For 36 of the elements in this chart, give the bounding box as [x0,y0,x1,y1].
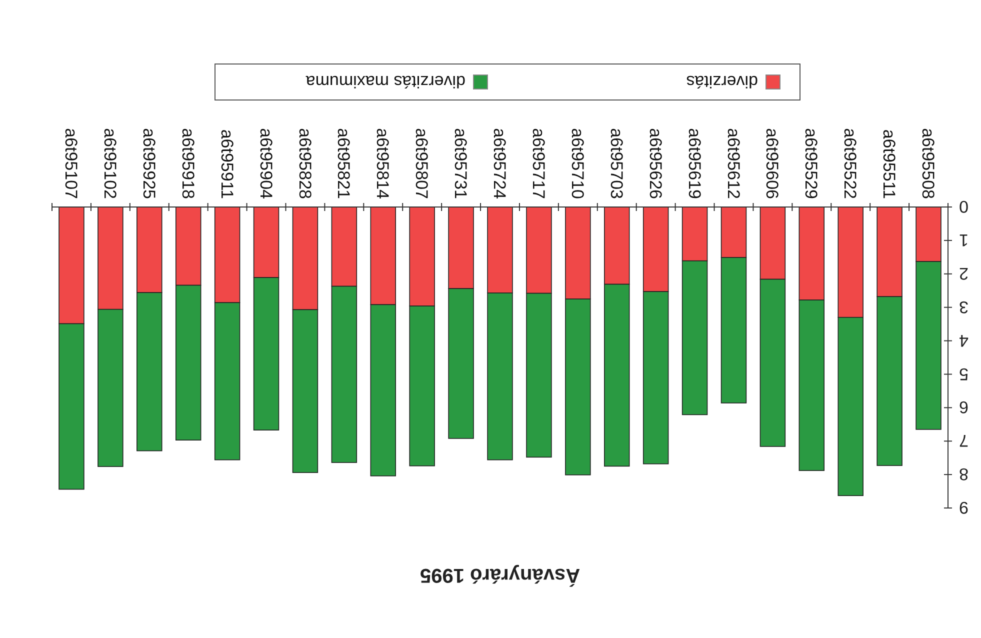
x-tick-label: a6t95606 [762,128,782,199]
x-tick-label: a6t95821 [334,128,354,199]
legend-label: diverzitás [686,72,758,92]
x-tick-label: a6t95904 [256,128,276,199]
legend-label: diverzitás maximuma [305,72,466,92]
x-tick-label: a6t95703 [606,128,626,199]
y-tick-label: 7 [959,431,968,450]
x-tick-label: a6t95522 [840,128,860,199]
x-tick-label: a6t95529 [802,128,821,199]
y-tick-label: 3 [959,297,968,316]
y-tick-label: 4 [959,330,968,350]
x-tick-label: a6t95710 [568,128,587,199]
x-tick-label: a6t95911 [217,129,236,199]
x-tick-label: a6t95807 [412,128,432,199]
y-tick-label: 1 [959,230,968,250]
x-tick-label: a6t95107 [62,128,81,199]
x-tick-label: a6t95626 [646,128,665,199]
x-tick-label: a6t95612 [724,128,743,199]
y-tick-label: 5 [959,364,968,384]
x-tick-label: a6t95511 [880,129,899,199]
x-tick-label: a6t95717 [529,128,548,199]
x-tick-label: a6t95102 [100,128,120,199]
y-tick-label: 0 [959,197,968,216]
x-tick-label: a6t95508 [918,128,938,199]
x-tick-label: a6t95814 [373,128,392,199]
x-tick-label: a6t95925 [139,128,158,199]
y-tick-label: 8 [959,464,968,484]
y-tick-label: 6 [959,398,968,417]
y-tick-label: 2 [959,264,968,283]
x-tick-label: a6t95731 [451,128,470,199]
y-tick-label: 9 [959,498,968,518]
x-tick-label: a6t95918 [178,128,198,199]
x-tick-label: a6t95724 [490,128,510,199]
text: Ásványráró 1995 [420,564,580,587]
x-tick-label: a6t95828 [295,128,314,199]
x-tick-label: a6t95619 [684,128,704,199]
